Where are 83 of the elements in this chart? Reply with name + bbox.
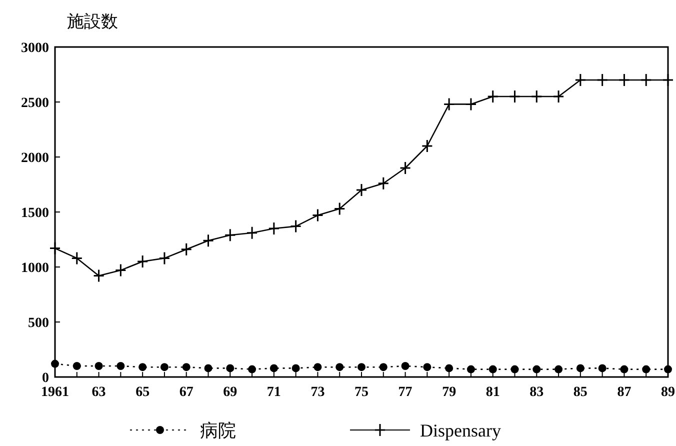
point xyxy=(226,364,234,372)
point xyxy=(488,365,497,374)
x-tick-label: 81 xyxy=(486,385,500,400)
point xyxy=(576,364,584,372)
point xyxy=(116,362,125,370)
point xyxy=(292,364,300,372)
y-tick-label: 0 xyxy=(42,370,49,386)
y-tick-label: 2000 xyxy=(21,150,49,166)
point xyxy=(662,73,674,87)
point xyxy=(314,363,322,372)
point xyxy=(620,365,628,374)
point xyxy=(598,364,606,372)
point xyxy=(596,73,608,87)
point xyxy=(180,242,192,256)
point xyxy=(248,365,256,374)
point xyxy=(270,364,278,372)
x-tick-label: 75 xyxy=(354,385,368,400)
point xyxy=(552,90,564,104)
point xyxy=(379,363,388,372)
point xyxy=(136,254,148,268)
point xyxy=(312,208,324,222)
point xyxy=(182,363,190,372)
point xyxy=(334,202,346,216)
point xyxy=(640,73,652,87)
point xyxy=(445,364,454,372)
point xyxy=(509,90,520,104)
legend-label: Dispensary xyxy=(420,420,501,440)
point xyxy=(423,363,432,372)
point xyxy=(51,360,59,368)
y-tick-label: 3000 xyxy=(21,40,49,56)
point xyxy=(554,365,563,374)
point xyxy=(487,90,499,104)
point xyxy=(532,365,541,374)
point xyxy=(224,228,236,242)
point xyxy=(618,73,630,87)
point xyxy=(356,183,368,197)
legend-label: 病院 xyxy=(200,420,236,440)
y-axis-title: 施設数 xyxy=(67,12,118,32)
x-tick-label: 1961 xyxy=(41,385,69,400)
point xyxy=(465,97,477,111)
point xyxy=(290,220,302,234)
x-tick-label: 71 xyxy=(266,385,281,400)
point xyxy=(160,363,168,372)
point xyxy=(358,363,366,372)
point xyxy=(204,364,212,372)
x-tick-label: 65 xyxy=(136,385,150,400)
x-tick-label: 83 xyxy=(530,385,544,400)
point xyxy=(114,264,126,278)
x-tick-label: 73 xyxy=(310,385,325,400)
point xyxy=(49,242,61,256)
point xyxy=(466,365,475,374)
point xyxy=(94,362,103,370)
point xyxy=(530,90,542,104)
x-tick-label: 67 xyxy=(179,385,194,400)
x-tick-label: 87 xyxy=(617,385,632,400)
point xyxy=(93,269,105,283)
y-tick-label: 500 xyxy=(28,316,49,331)
point xyxy=(378,176,390,190)
x-tick-label: 89 xyxy=(661,385,675,400)
point xyxy=(574,73,586,87)
point xyxy=(72,362,81,370)
point xyxy=(71,251,83,265)
x-tick-label: 69 xyxy=(223,385,238,400)
point xyxy=(158,251,170,265)
point xyxy=(642,365,650,374)
point xyxy=(510,365,519,374)
x-tick-label: 63 xyxy=(92,385,106,400)
point xyxy=(202,234,214,248)
point xyxy=(138,363,147,372)
point xyxy=(401,362,410,370)
point xyxy=(400,161,412,175)
y-tick-label: 1500 xyxy=(21,206,49,221)
y-tick-label: 2500 xyxy=(21,96,49,111)
point xyxy=(246,226,258,240)
x-tick-label: 79 xyxy=(442,385,456,400)
x-tick-label: 85 xyxy=(573,385,588,400)
point xyxy=(664,365,672,374)
point xyxy=(268,222,280,236)
y-tick-label: 1000 xyxy=(21,260,49,276)
point xyxy=(336,363,344,372)
point xyxy=(421,139,433,153)
point xyxy=(443,97,455,111)
x-tick-label: 77 xyxy=(398,385,412,400)
